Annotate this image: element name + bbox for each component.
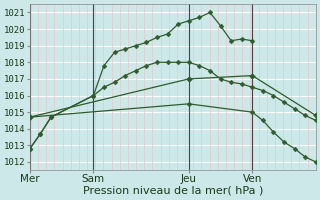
X-axis label: Pression niveau de la mer( hPa ): Pression niveau de la mer( hPa ) xyxy=(83,186,263,196)
